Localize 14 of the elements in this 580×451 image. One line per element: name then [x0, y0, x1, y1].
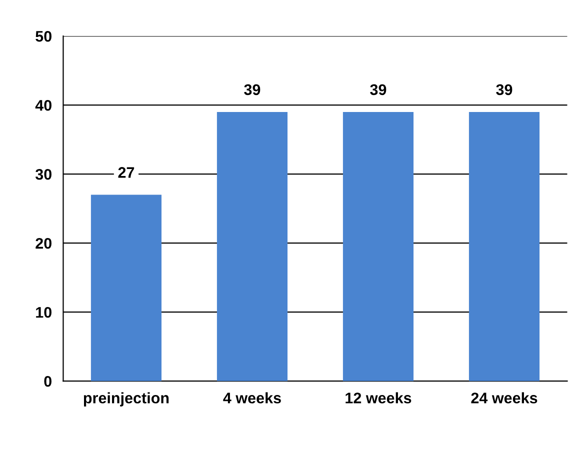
x-tick-label: 4 weeks	[223, 392, 281, 404]
y-tick-label: 20	[36, 238, 52, 249]
y-tick-label: 10	[36, 306, 52, 318]
x-tick-label: 24 weeks	[471, 392, 538, 404]
x-tick-label: 12 weeks	[346, 392, 412, 404]
data-label: 39	[244, 84, 260, 96]
y-tick-label: 30	[35, 168, 52, 180]
data-label: 39	[496, 84, 512, 96]
data-label: 27	[118, 167, 134, 178]
y-tick-label: 40	[35, 100, 52, 111]
y-tick-label: 0	[44, 376, 52, 387]
x-tick-label: preinjection	[84, 392, 169, 406]
data-label: 39	[370, 84, 386, 96]
y-tick-label: 50	[36, 30, 52, 42]
